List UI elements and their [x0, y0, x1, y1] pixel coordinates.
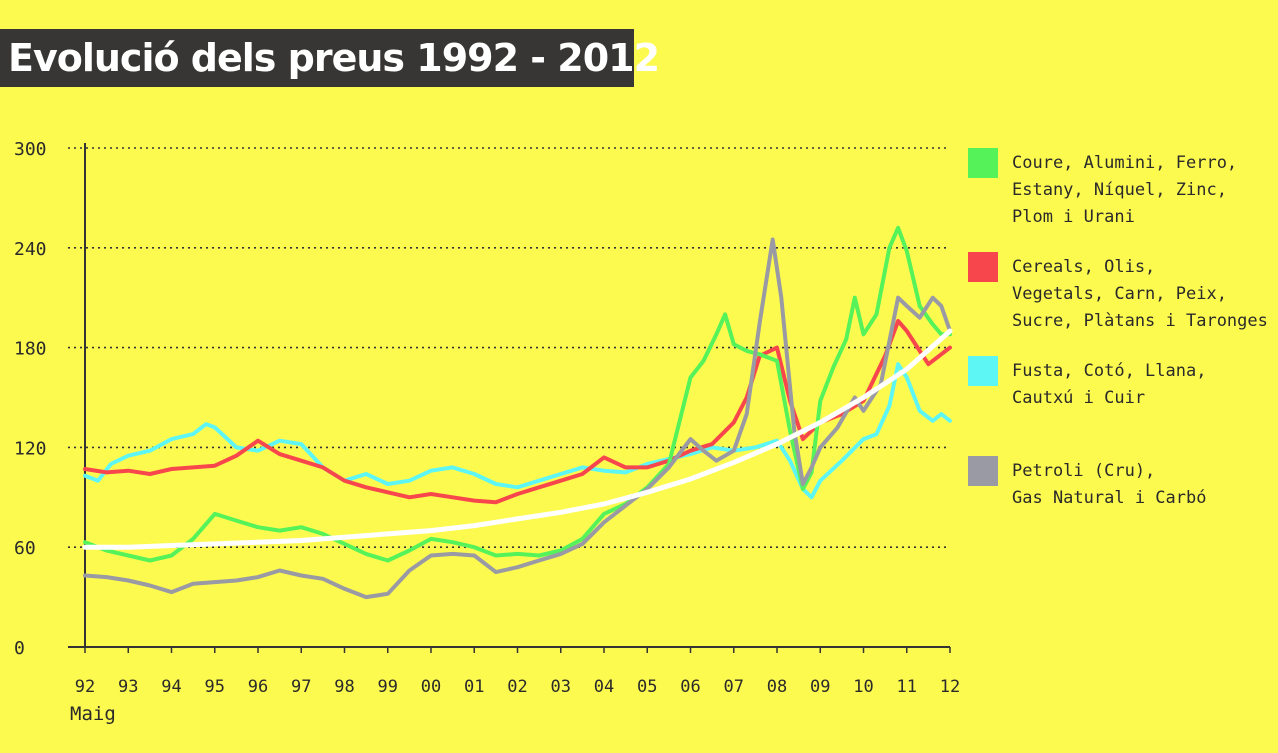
legend-swatch-food: [968, 252, 998, 282]
x-tick-label-94: 94: [161, 677, 181, 697]
x-tick-label-02: 02: [507, 677, 527, 697]
legend-swatch-energy: [968, 456, 998, 486]
y-tick-label-0: 0: [14, 638, 25, 659]
x-tick-label-09: 09: [810, 677, 830, 697]
y-tick-label-180: 180: [14, 339, 47, 360]
series-metals: [83, 225, 952, 563]
x-tick-label-05: 05: [637, 677, 657, 697]
legend-label-metals: Coure, Alumini, Ferro, Estany, Níquel, Z…: [1012, 153, 1238, 227]
y-tick-label-300: 300: [14, 139, 47, 160]
x-tick-label-03: 03: [551, 677, 571, 697]
x-tick-label-01: 01: [464, 677, 484, 697]
y-tick-label-60: 60: [14, 538, 36, 559]
legend-label-energy: Petroli (Cru), Gas Natural i Carbó: [1012, 461, 1207, 508]
x-tick-label-08: 08: [767, 677, 787, 697]
x-tick-label-92: 92: [75, 677, 95, 697]
x-tick-label-12: 12: [940, 677, 960, 697]
chart-title: Evolució dels preus 1992 - 2012: [0, 29, 660, 87]
x-tick-label-06: 06: [680, 677, 700, 697]
x-tick-label-11: 11: [897, 677, 917, 697]
legend-label-raw-materials: Fusta, Cotó, Llana, Cautxú i Cuir: [1012, 361, 1207, 408]
legend-swatch-raw-materials: [968, 356, 998, 386]
x-tick-label-07: 07: [724, 677, 744, 697]
x-tick-label-04: 04: [594, 677, 614, 697]
x-axis-label: Maig: [70, 703, 116, 725]
series-trend: [82, 328, 953, 550]
legend-swatch-metals: [968, 148, 998, 178]
y-tick-label-120: 120: [14, 438, 47, 459]
x-tick-label-98: 98: [334, 677, 354, 697]
x-tick-label-95: 95: [205, 677, 225, 697]
x-tick-label-10: 10: [853, 677, 873, 697]
x-tick-label-99: 99: [378, 677, 398, 697]
x-tick-label-96: 96: [248, 677, 268, 697]
x-tick-label-93: 93: [118, 677, 138, 697]
x-tick-label-00: 00: [421, 677, 441, 697]
legend-label-food: Cereals, Olis, Vegetals, Carn, Peix, Suc…: [1012, 257, 1268, 331]
y-tick-label-240: 240: [14, 239, 47, 260]
series-raw-materials: [83, 362, 952, 500]
x-tick-label-97: 97: [291, 677, 311, 697]
